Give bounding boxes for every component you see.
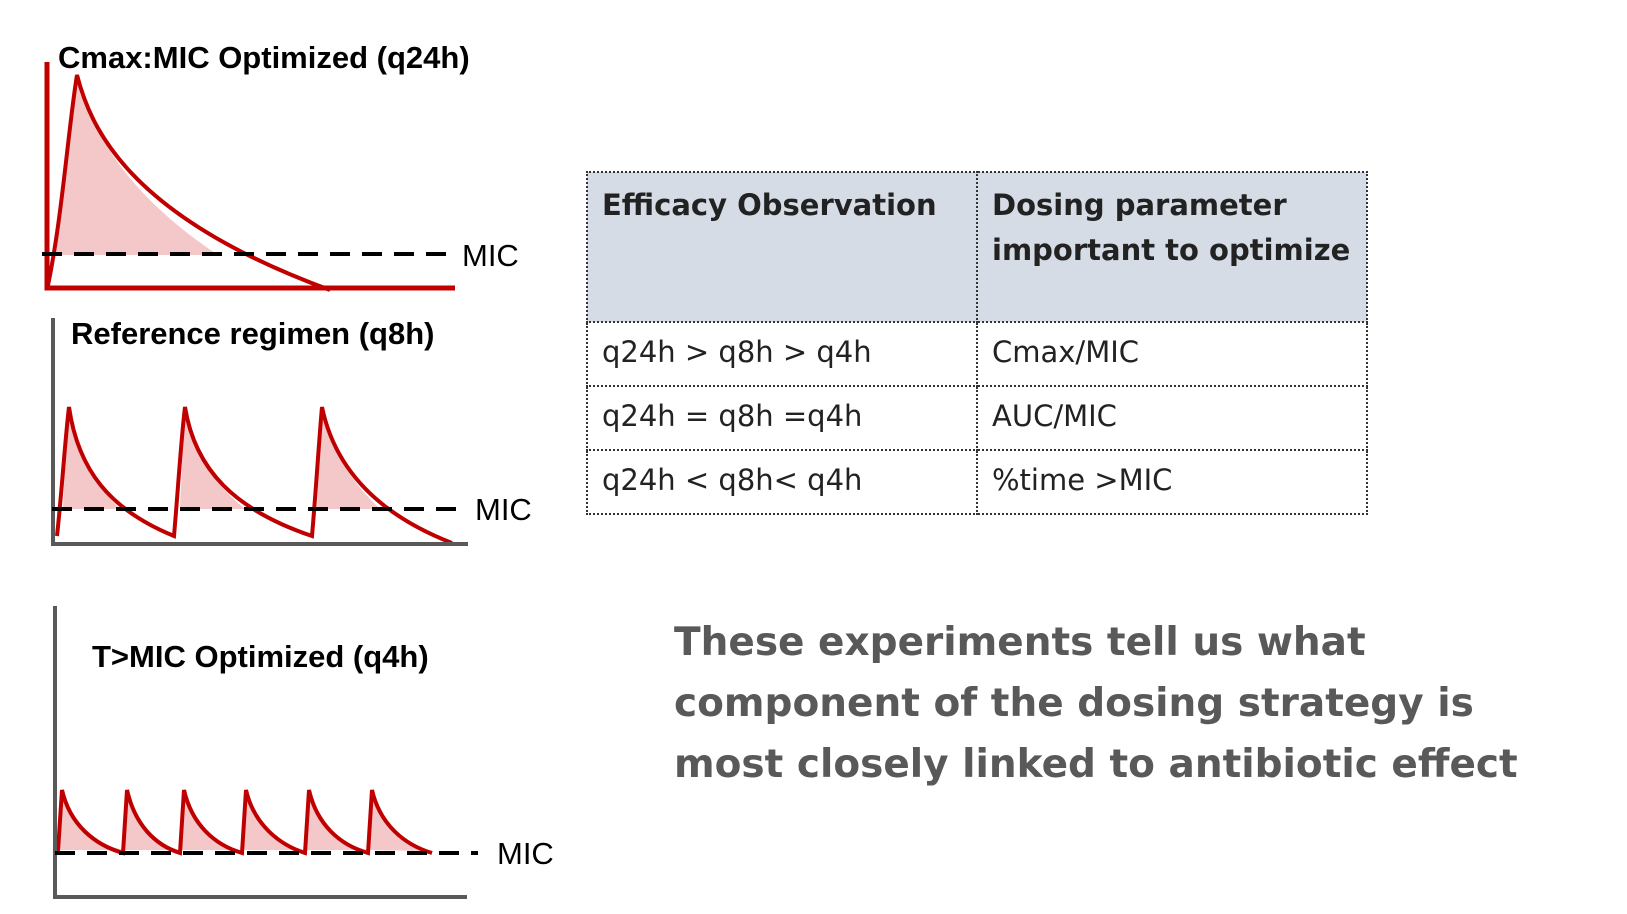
table-cell-observation: q24h > q8h > q4h bbox=[586, 321, 978, 387]
table-header-row: Efficacy Observation Dosing parameter im… bbox=[586, 171, 1368, 323]
plot-q8h: MIC Reference regimen (q8h) bbox=[51, 316, 532, 546]
mic-label: MIC bbox=[475, 492, 532, 527]
table-row: q24h = q8h =q4h AUC/MIC bbox=[586, 385, 1368, 451]
axis bbox=[53, 606, 467, 899]
concentration-curve bbox=[55, 406, 453, 545]
table-header-efficacy: Efficacy Observation bbox=[586, 171, 978, 323]
table-cell-parameter: Cmax/MIC bbox=[976, 321, 1368, 387]
concentration-curve bbox=[45, 74, 331, 292]
table-cell-observation: q24h < q8h< q4h bbox=[586, 449, 978, 515]
plot-title: T>MIC Optimized (q4h) bbox=[92, 639, 429, 674]
auc-above-mic-area bbox=[56, 75, 218, 255]
table-row: q24h > q8h > q4h Cmax/MIC bbox=[586, 321, 1368, 387]
efficacy-table: Efficacy Observation Dosing parameter im… bbox=[586, 171, 1368, 515]
axis bbox=[51, 318, 468, 546]
plot-title: Cmax:MIC Optimized (q24h) bbox=[58, 40, 470, 75]
table-header-dosing-parameter: Dosing parameter important to optimize bbox=[976, 171, 1368, 323]
table-row: q24h < q8h< q4h %time >MIC bbox=[586, 449, 1368, 515]
table-cell-parameter: %time >MIC bbox=[976, 449, 1368, 515]
plot-title: Reference regimen (q8h) bbox=[71, 316, 435, 351]
plot-q24h: MIC Cmax:MIC Optimized (q24h) bbox=[42, 40, 519, 292]
table-cell-parameter: AUC/MIC bbox=[976, 385, 1368, 451]
summary-statement: These experiments tell us what component… bbox=[674, 620, 1518, 787]
axis bbox=[44, 62, 455, 291]
mic-label: MIC bbox=[497, 836, 554, 871]
mic-label: MIC bbox=[462, 238, 519, 273]
plot-q4h: MIC T>MIC Optimized (q4h) bbox=[53, 606, 554, 899]
table-cell-observation: q24h = q8h =q4h bbox=[586, 385, 978, 451]
auc-above-mic-area bbox=[63, 407, 380, 509]
